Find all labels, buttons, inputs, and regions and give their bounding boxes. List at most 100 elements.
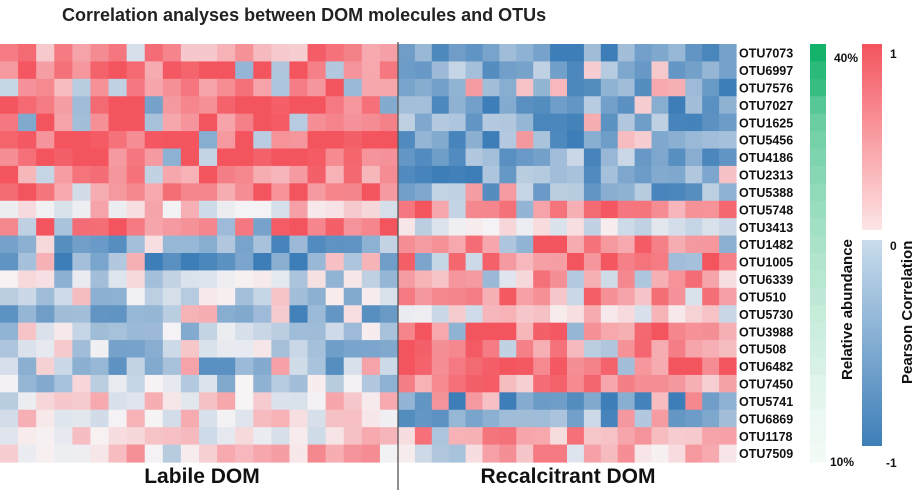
heatmap-cell [499, 444, 517, 463]
heatmap-cell [90, 78, 110, 97]
pearson-max-label: 1 [890, 47, 897, 61]
heatmap-cell [307, 340, 327, 359]
heatmap-cell [90, 374, 110, 393]
heatmap-cell [414, 148, 433, 167]
heatmap-cell [162, 357, 182, 376]
heatmap-cell [550, 200, 568, 219]
heatmap-cell [307, 270, 327, 289]
heatmap-cell [289, 253, 309, 272]
heatmap-cell [617, 165, 636, 184]
heatmap-cell [634, 374, 653, 393]
heatmap-cell [465, 322, 484, 341]
heatmap-cell [379, 287, 399, 306]
heatmap-cell [685, 374, 703, 393]
heatmap-cell [516, 113, 534, 132]
heatmap-cell [482, 357, 500, 376]
heatmap-cell [533, 96, 551, 115]
heatmap-cell [144, 235, 164, 254]
heatmap-cell [18, 61, 37, 80]
heatmap-cell [126, 200, 146, 219]
heatmap-cell [235, 78, 254, 97]
heatmap-cell [719, 322, 737, 341]
heatmap-cell [379, 165, 399, 184]
heatmap-cell [651, 357, 669, 376]
heatmap-cell [325, 357, 345, 376]
heatmap-cell [414, 305, 433, 324]
heatmap-cell [465, 183, 484, 202]
heatmap-cell [465, 287, 484, 306]
heatmap-cell [499, 165, 517, 184]
heatmap-cell [398, 113, 416, 132]
heatmap-cell [617, 374, 636, 393]
heatmap-cell [108, 61, 128, 80]
heatmap-cell [465, 270, 484, 289]
heatmap-cell [325, 148, 345, 167]
heatmap-cell [253, 427, 272, 446]
heatmap-cell [600, 200, 619, 219]
heatmap-cell [199, 96, 218, 115]
heatmap-cell [307, 96, 327, 115]
heatmap-cell [0, 287, 19, 306]
heatmap-cell [600, 409, 619, 428]
otu-label: OTU7576 [739, 81, 793, 95]
heatmap-cell [18, 235, 37, 254]
heatmap-cell [180, 113, 200, 132]
heatmap-cell [180, 44, 200, 63]
heatmap-cell [289, 165, 309, 184]
heatmap-cell [482, 96, 500, 115]
heatmap-cell [36, 270, 55, 289]
heatmap-cell [90, 165, 110, 184]
heatmap-cell [18, 392, 37, 411]
heatmap-cell [235, 374, 254, 393]
heatmap-cell [567, 374, 585, 393]
heatmap-cell [668, 96, 686, 115]
heatmap-cell [550, 113, 568, 132]
heatmap-cell [54, 235, 73, 254]
heatmap-cell [54, 131, 73, 150]
heatmap-cell [271, 444, 291, 463]
heatmap-cell [361, 357, 381, 376]
heatmap-cell [702, 427, 720, 446]
heatmap-cell [18, 270, 37, 289]
heatmap-cell [108, 340, 128, 359]
heatmap-cell [719, 78, 737, 97]
heatmap-cell [54, 44, 73, 63]
heatmap-cell [361, 131, 381, 150]
heatmap-cell [583, 235, 602, 254]
heatmap-cell [431, 305, 450, 324]
heatmap-cell [600, 61, 619, 80]
heatmap-cell [448, 374, 467, 393]
heatmap-cell [72, 357, 92, 376]
heatmap-cell [651, 270, 669, 289]
heatmap-cell [144, 78, 164, 97]
heatmap-cell [162, 305, 182, 324]
heatmap-cell [465, 200, 484, 219]
heatmap-cell [651, 322, 669, 341]
heatmap-cell [499, 374, 517, 393]
heatmap-cell [343, 96, 363, 115]
heatmap-cell [307, 287, 327, 306]
heatmap-cell [108, 444, 128, 463]
heatmap-cell [343, 131, 363, 150]
heatmap-cell [0, 305, 19, 324]
heatmap-cell [465, 218, 484, 237]
heatmap-cell [550, 392, 568, 411]
heatmap-cell [465, 340, 484, 359]
heatmap-cell [343, 270, 363, 289]
heatmap-cell [482, 44, 500, 63]
otu-label: OTU7073 [739, 47, 793, 61]
heatmap-cell [235, 96, 254, 115]
heatmap-cell [533, 218, 551, 237]
heatmap-cell [600, 235, 619, 254]
heatmap-cell [90, 113, 110, 132]
heatmap-cell [199, 322, 218, 341]
heatmap-cell [448, 340, 467, 359]
heatmap-cell [108, 44, 128, 63]
heatmap-cell [36, 340, 55, 359]
heatmap-cell [0, 409, 19, 428]
heatmap-cell [702, 374, 720, 393]
heatmap-cell [307, 44, 327, 63]
heatmap-cell [271, 165, 291, 184]
heatmap-cell [18, 165, 37, 184]
